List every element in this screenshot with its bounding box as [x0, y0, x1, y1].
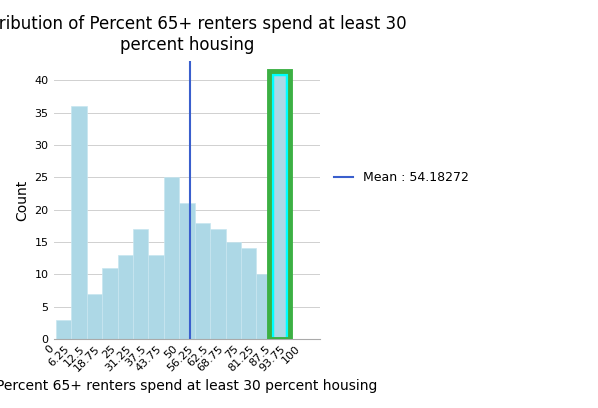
Bar	[118, 255, 133, 339]
Legend: Mean : 54.18272: Mean : 54.18272	[329, 166, 474, 189]
Bar	[269, 71, 290, 339]
Bar	[133, 229, 148, 339]
Bar	[257, 274, 271, 339]
Title: Distribution of Percent 65+ renters spend at least 30
percent housing: Distribution of Percent 65+ renters spen…	[0, 15, 407, 54]
Bar	[241, 248, 257, 339]
Y-axis label: Count: Count	[15, 180, 29, 221]
Bar	[164, 177, 179, 339]
Bar	[271, 74, 287, 339]
Bar	[195, 223, 210, 339]
Bar	[87, 294, 102, 339]
Bar	[102, 268, 118, 339]
Bar	[71, 106, 87, 339]
Bar	[56, 319, 71, 339]
Bar	[179, 203, 195, 339]
Bar	[225, 242, 241, 339]
X-axis label: Percent 65+ renters spend at least 30 percent housing: Percent 65+ renters spend at least 30 pe…	[0, 379, 377, 393]
Bar	[148, 255, 164, 339]
Bar	[210, 229, 225, 339]
